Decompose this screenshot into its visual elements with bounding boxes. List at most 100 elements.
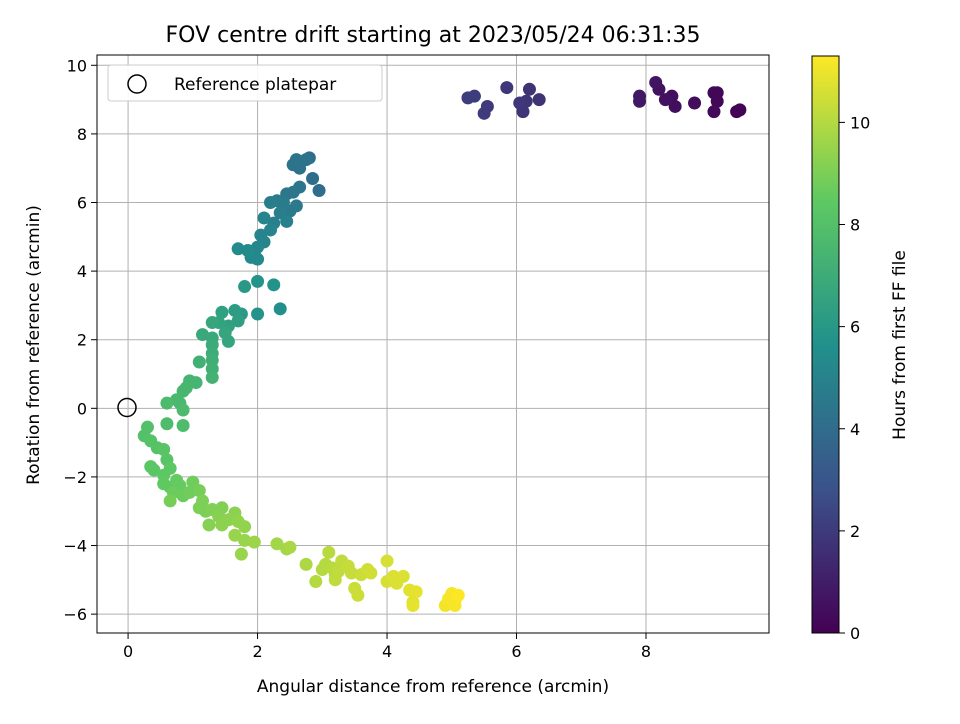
- data-point: [267, 278, 281, 292]
- data-points: [137, 75, 747, 613]
- y-tick-label: 6: [77, 194, 87, 213]
- y-tick-label: −4: [63, 537, 87, 556]
- data-point: [364, 566, 378, 580]
- colorbar-gradient: [811, 55, 840, 634]
- data-point: [160, 396, 174, 410]
- data-point: [283, 540, 297, 554]
- y-axis-label: Rotation from reference (arcmin): [24, 205, 44, 485]
- data-point: [215, 305, 229, 319]
- data-point: [396, 569, 410, 583]
- colorbar-tick-label: 10: [850, 113, 870, 132]
- data-point: [351, 588, 365, 602]
- x-axis-ticks: 0 2 4 6 8: [123, 633, 651, 661]
- data-point: [668, 99, 682, 113]
- data-point: [202, 518, 216, 532]
- legend: Reference platepar: [107, 64, 383, 102]
- grid-lines: [97, 55, 769, 633]
- data-point: [286, 158, 300, 172]
- y-tick-label: 0: [77, 399, 87, 418]
- data-point: [264, 223, 278, 237]
- colorbar-ticks: 0 2 4 6 8 10: [839, 113, 870, 643]
- data-point: [241, 244, 255, 258]
- data-point: [238, 520, 252, 534]
- y-tick-label: 4: [77, 262, 87, 281]
- data-point: [522, 82, 536, 96]
- data-point: [406, 599, 420, 613]
- data-point: [344, 566, 358, 580]
- y-tick-label: −6: [63, 605, 87, 624]
- x-tick-label: 4: [382, 642, 392, 661]
- data-point: [658, 93, 672, 107]
- x-axis-label: Angular distance from reference (arcmin): [257, 677, 609, 697]
- data-point: [228, 528, 242, 542]
- data-point: [231, 242, 245, 256]
- data-point: [163, 494, 177, 508]
- legend-label: Reference platepar: [174, 75, 336, 95]
- data-point: [205, 316, 219, 330]
- data-point: [163, 461, 177, 475]
- data-point: [500, 81, 514, 95]
- x-tick-label: 0: [123, 642, 133, 661]
- data-point: [273, 302, 287, 316]
- data-point: [280, 214, 294, 228]
- data-point: [192, 484, 206, 498]
- colorbar-label: Hours from first FF file: [890, 250, 910, 440]
- data-point: [231, 314, 245, 328]
- data-point: [257, 211, 271, 225]
- data-point: [205, 370, 219, 384]
- chart-title: FOV centre drift starting at 2023/05/24 …: [166, 23, 701, 48]
- data-point: [192, 355, 206, 369]
- legend-box: [107, 64, 383, 102]
- data-point: [309, 575, 323, 589]
- colorbar-tick-label: 2: [850, 522, 860, 541]
- plot-frame: [96, 54, 770, 634]
- data-point: [461, 91, 475, 105]
- data-point: [451, 588, 465, 602]
- legend-marker-icon: [127, 74, 147, 94]
- data-point: [633, 94, 647, 108]
- data-point: [264, 196, 278, 210]
- data-point: [649, 75, 663, 89]
- data-point: [176, 418, 190, 432]
- data-point: [251, 274, 265, 288]
- colorbar-tick-label: 6: [850, 318, 860, 337]
- x-tick-label: 8: [641, 642, 651, 661]
- data-point: [299, 557, 313, 571]
- y-tick-label: −2: [63, 468, 87, 487]
- data-point: [710, 86, 724, 100]
- reference-marker: [117, 397, 137, 418]
- data-point: [312, 183, 326, 197]
- y-tick-label: 10: [67, 56, 87, 75]
- data-point: [322, 545, 336, 559]
- colorbar-tick-label: 0: [850, 624, 860, 643]
- data-point: [477, 106, 491, 120]
- colorbar-tick-label: 8: [850, 216, 860, 235]
- data-point: [238, 280, 252, 294]
- data-point: [247, 535, 261, 549]
- data-point: [707, 105, 721, 119]
- data-point: [183, 485, 197, 499]
- data-point: [733, 103, 747, 117]
- data-point: [409, 585, 423, 599]
- data-point: [270, 537, 284, 551]
- data-point: [221, 334, 235, 348]
- colorbar-tick-label: 4: [850, 420, 860, 439]
- data-point: [160, 417, 174, 431]
- x-tick-label: 6: [511, 642, 521, 661]
- data-point: [234, 547, 248, 561]
- data-point: [331, 564, 345, 578]
- data-point: [238, 533, 252, 547]
- data-point: [228, 304, 242, 318]
- data-point: [380, 554, 394, 568]
- data-point: [251, 307, 265, 321]
- data-point: [147, 463, 161, 477]
- x-tick-label: 2: [252, 642, 262, 661]
- data-point: [306, 171, 320, 185]
- y-tick-label: 8: [77, 125, 87, 144]
- data-point: [513, 96, 527, 110]
- data-point: [532, 93, 546, 107]
- y-tick-label: 2: [77, 331, 87, 350]
- data-point: [157, 442, 171, 456]
